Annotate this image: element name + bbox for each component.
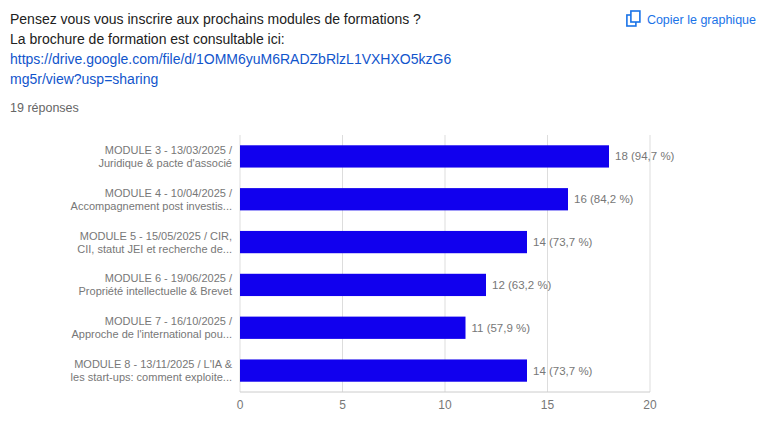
grid (240, 135, 650, 392)
data-label: 14 (73,7 %) (533, 236, 593, 248)
bar (240, 188, 568, 210)
copy-label[interactable]: Copier le graphique (647, 13, 756, 27)
copy-icon[interactable] (627, 11, 640, 26)
bars (240, 145, 609, 381)
subtitle: La brochure de formation est consultable… (10, 31, 285, 47)
data-label: 16 (84,2 %) (574, 193, 634, 205)
x-tick-label: 0 (237, 398, 244, 412)
data-label: 18 (94,7 %) (615, 150, 675, 162)
x-tick-label: 5 (339, 398, 346, 412)
bar (240, 145, 609, 167)
category-label: MODULE 5 - 15/05/2025 / CIR,CII, statut … (77, 230, 232, 255)
title: Pensez vous vous inscrire aux prochains … (10, 11, 421, 27)
category-label: MODULE 3 - 13/03/2025 /Juridique & pacte… (98, 144, 233, 169)
category-label: MODULE 4 - 10/04/2025 /Accompagnement po… (71, 187, 233, 212)
data-label: 12 (63,2 %) (492, 279, 552, 291)
chart-svg: Pensez vous vous inscrire aux prochains … (0, 0, 768, 426)
grid-line (445, 135, 446, 392)
bar (240, 359, 527, 381)
bar (240, 274, 486, 296)
bar (240, 231, 527, 253)
copy-icon-front[interactable] (631, 11, 640, 22)
x-tick-label: 20 (643, 398, 657, 412)
link-line[interactable]: https://drive.google.com/file/d/1OMM6yuM… (10, 51, 451, 67)
category-label: MODULE 6 - 19/06/2025 /Propriété intelle… (79, 272, 233, 297)
chart-container: Pensez vous vous inscrire aux prochains … (0, 0, 768, 426)
x-axis-line (240, 392, 650, 393)
category-label: MODULE 8 - 13/11/2025 / L'IA &les start-… (71, 358, 233, 383)
link-line[interactable]: mg5r/view?usp=sharing (10, 71, 158, 87)
bar (240, 317, 466, 339)
category-label: MODULE 7 - 16/10/2025 /Approche de l'int… (72, 315, 233, 340)
grid-line (342, 135, 343, 392)
grid-line (547, 135, 548, 392)
responses-count: 19 réponses (10, 101, 79, 115)
grid-line (240, 135, 241, 392)
x-tick-label: 15 (541, 398, 555, 412)
data-label: 11 (57,9 %) (472, 322, 531, 334)
grid-line (650, 135, 651, 392)
data-label: 14 (73,7 %) (533, 365, 593, 377)
x-tick-label: 10 (438, 398, 452, 412)
